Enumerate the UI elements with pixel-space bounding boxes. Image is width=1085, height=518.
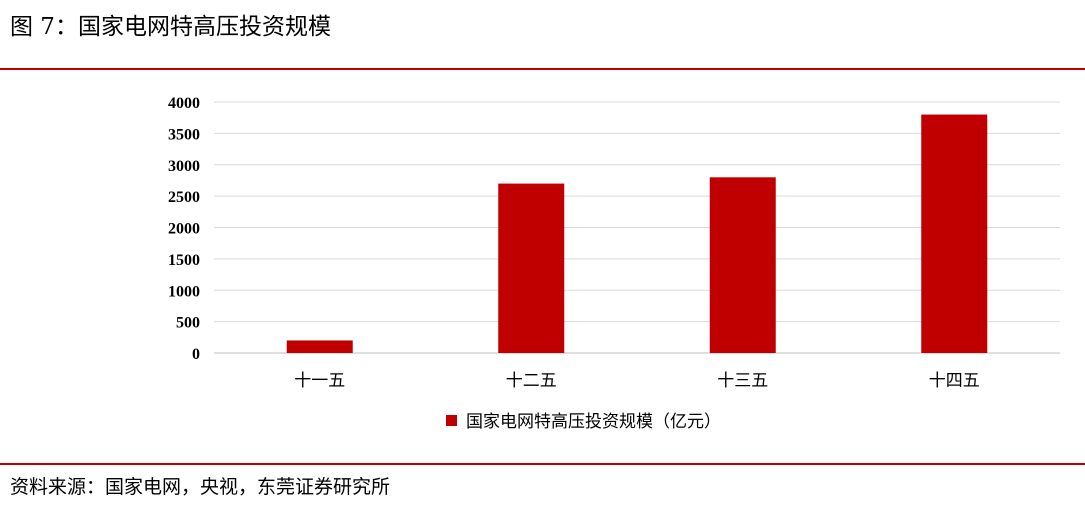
source-note: 资料来源：国家电网，央视，东莞证券研究所: [10, 476, 391, 498]
y-tick-label: 1500: [168, 252, 200, 269]
y-tick-label: 1000: [168, 283, 200, 300]
y-tick-label: 0: [192, 346, 200, 363]
bottom-divider: [0, 463, 1085, 465]
y-axis-ticks: 0 500 1000 1500 2000 2500 3000 3500 4000: [168, 95, 200, 363]
y-tick-label: 3000: [168, 158, 200, 175]
x-tick-label: 十四五: [929, 371, 980, 391]
figure-title: 图 7：国家电网特高压投资规模: [10, 14, 331, 40]
bar: [286, 340, 353, 353]
x-tick-label: 十一五: [294, 371, 345, 391]
x-tick-label: 十三五: [717, 371, 768, 391]
bars: [286, 114, 988, 353]
legend: 国家电网特高压投资规模（亿元）: [446, 412, 721, 432]
legend-label: 国家电网特高压投资规模（亿元）: [466, 412, 721, 432]
bar: [709, 177, 776, 353]
gridlines: [214, 101, 1060, 354]
x-axis-ticks: 十一五 十二五 十三五 十四五: [294, 371, 980, 391]
bar: [498, 183, 565, 353]
y-tick-label: 2500: [168, 189, 200, 206]
x-tick-label: 十二五: [506, 371, 557, 391]
bar: [921, 114, 988, 353]
y-tick-label: 3500: [168, 126, 200, 143]
bar-chart: 05001000150020002500300035004000 十一五 十二五十…: [168, 95, 1060, 432]
y-tick-label: 500: [176, 315, 200, 332]
y-tick-label: 4000: [168, 95, 200, 112]
top-divider: [0, 68, 1085, 70]
legend-swatch: [446, 415, 457, 426]
y-tick-label: 2000: [168, 221, 200, 238]
